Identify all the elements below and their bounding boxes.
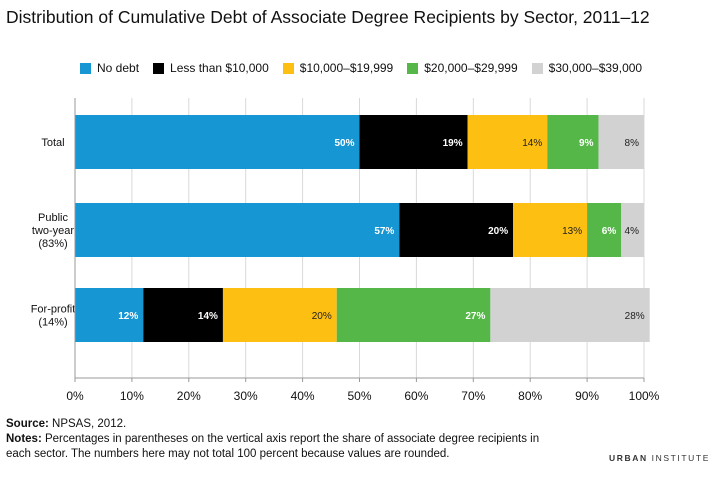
bar-segment [75,115,360,169]
chart-plot: 50% 19% 14% 9% 8% Total 57% 20% 13% 6% 4% Publictwo… [31,98,660,403]
legend-item: $20,000–$29,999 [407,61,518,75]
bar-segment [490,288,650,342]
x-tick-label: 60% [404,389,428,403]
category-label: For-profit [31,304,76,316]
bar-segment [621,203,644,257]
bar-segment [359,115,468,169]
data-label: 4% [625,226,640,237]
category-label: (83%) [38,238,67,250]
bar-segment [75,203,400,257]
legend-item: No debt [80,61,139,75]
data-label: 20% [488,226,508,237]
notes-label: Notes: [6,433,42,445]
source-note: Source: NPSAS, 2012. [6,418,126,430]
category-label: (14%) [38,317,67,329]
data-label: 9% [579,138,594,149]
bar-segment [547,115,599,169]
legend: No debt Less than $10,000 $10,000–$19,999 $… [80,60,642,76]
bar-segment [587,203,622,257]
legend-swatch [153,62,165,74]
urban-institute-logo: URBAN INSTITUTE [609,453,710,463]
category-label: two-year [32,225,75,237]
bar-segment [222,288,337,342]
legend-swatch [407,62,419,74]
x-tick-label: 70% [461,389,485,403]
chart-title: Distribution of Cumulative Debt of Assoc… [6,7,650,27]
x-tick-label: 50% [347,389,371,403]
x-tick-label: 40% [291,389,315,403]
legend-item: Less than $10,000 [153,61,269,75]
notes: Notes: Percentages in parentheses on the… [6,432,566,461]
legend-swatch [282,62,294,74]
legend-label: $10,000–$19,999 [299,61,394,75]
data-label: 13% [562,226,582,237]
source-label: Source: [6,418,49,430]
x-tick-label: 0% [66,389,84,403]
legend-label: $20,000–$29,999 [424,61,518,75]
notes-text: Percentages in parentheses on the vertic… [6,433,540,460]
data-label: 6% [602,226,617,237]
bar-segment [598,115,644,169]
source-text: NPSAS, 2012. [48,418,127,430]
bar-segment [399,203,514,257]
data-label: 14% [522,138,542,149]
bar-segment [75,288,144,342]
x-tick-label: 10% [120,389,144,403]
data-label: 20% [312,311,332,322]
data-label: 8% [625,138,640,149]
category-label: Total [41,137,64,149]
bar-segment [467,115,548,169]
legend-label: Less than $10,000 [170,61,269,75]
data-label: 50% [334,138,354,149]
bar-segment [336,288,491,342]
x-tick-label: 90% [575,389,599,403]
data-label: 12% [118,311,138,322]
legend-label: $30,000–$39,000 [548,61,643,75]
legend-label: No debt [97,61,140,75]
category-label: Public [38,212,68,224]
data-label: 27% [465,311,485,322]
legend-swatch [80,62,91,74]
x-tick-label: 30% [234,389,258,403]
bar-segment [143,288,223,342]
legend-swatch [531,62,543,74]
legend-item: $30,000–$39,000 [531,61,643,75]
legend-item: $10,000–$19,999 [282,61,394,75]
data-label: 57% [374,226,394,237]
data-label: 28% [625,311,645,322]
data-label: 19% [443,138,463,149]
x-tick-label: 100% [629,389,660,403]
x-tick-label: 20% [177,389,201,403]
data-label: 14% [198,311,218,322]
bar-segment [513,203,588,257]
x-tick-label: 80% [518,389,542,403]
